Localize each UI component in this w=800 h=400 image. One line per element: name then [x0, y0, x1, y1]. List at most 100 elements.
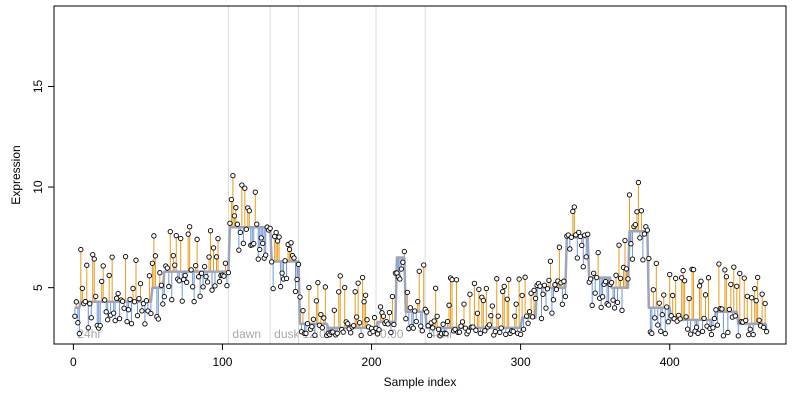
data-point: [404, 289, 410, 295]
data-point: [257, 246, 263, 253]
data-point: [610, 297, 616, 303]
data-point: [152, 253, 159, 259]
data-point: [537, 283, 543, 289]
data-point: [613, 272, 619, 278]
data-point: [421, 262, 427, 268]
data-point: [371, 314, 378, 321]
data-point: [543, 305, 549, 311]
data-point: [719, 306, 725, 312]
data-point: [668, 313, 674, 319]
data-point: [139, 308, 145, 314]
data-point: [702, 292, 709, 298]
data-point: [340, 329, 346, 335]
data-point: [562, 293, 569, 300]
data-point: [122, 254, 129, 260]
data-point: [684, 326, 691, 332]
data-point: [79, 285, 85, 292]
data-point: [756, 317, 762, 323]
data-point: [528, 290, 534, 296]
data-point: [440, 321, 446, 327]
x-tick-label: 100: [212, 355, 232, 369]
data-point: [726, 306, 732, 313]
data-point: [458, 323, 464, 329]
data-point: [246, 208, 252, 214]
data-point: [189, 284, 196, 290]
data-point: [105, 317, 111, 323]
data-point: [403, 316, 409, 322]
data-point: [711, 315, 718, 322]
data-point: [200, 284, 206, 290]
data-point: [178, 235, 184, 242]
data-point: [73, 299, 80, 305]
data-point: [561, 278, 567, 284]
data-point: [407, 305, 413, 311]
data-point: [644, 227, 651, 233]
data-point: [599, 294, 606, 300]
data-point: [155, 316, 162, 322]
data-point: [453, 277, 460, 283]
data-point: [641, 231, 648, 237]
data-point: [112, 317, 118, 324]
data-point: [696, 283, 703, 289]
data-point: [236, 247, 242, 253]
data-point: [731, 264, 737, 270]
data-point: [592, 290, 598, 296]
data-point: [701, 315, 707, 321]
data-point: [195, 274, 202, 280]
data-point: [303, 330, 309, 337]
data-point: [188, 267, 194, 273]
data-point: [638, 208, 645, 214]
data-point: [353, 314, 360, 320]
data-point: [732, 313, 738, 319]
data-point: [431, 318, 437, 324]
data-point: [680, 267, 686, 274]
data-point: [130, 285, 136, 292]
data-point: [568, 234, 574, 240]
data-point: [90, 251, 96, 258]
data-point: [260, 240, 266, 247]
data-point: [720, 333, 727, 339]
data-point: [315, 280, 321, 286]
data-point: [352, 289, 358, 295]
data-point: [279, 270, 285, 276]
plot-frame: [53, 5, 787, 345]
data-point: [125, 307, 132, 313]
x-tick-label: 200: [362, 355, 382, 369]
data-point: [410, 325, 416, 331]
data-point: [224, 283, 230, 289]
data-point: [243, 226, 249, 232]
data-point: [637, 235, 643, 241]
data-point: [541, 282, 548, 288]
data-point: [698, 278, 704, 284]
data-point: [255, 256, 261, 262]
data-point: [72, 313, 78, 319]
data-point: [166, 283, 172, 290]
data-point: [277, 283, 284, 290]
data-point: [201, 263, 208, 270]
data-point: [291, 255, 297, 261]
data-point: [677, 316, 683, 322]
data-point: [321, 315, 327, 321]
data-point: [629, 256, 636, 262]
data-point: [91, 256, 97, 262]
data-point: [322, 284, 328, 290]
data-point: [517, 331, 524, 338]
data-point: [292, 288, 299, 295]
data-point: [170, 253, 176, 259]
data-point: [331, 307, 337, 313]
data-point: [650, 287, 656, 293]
data-point: [544, 286, 551, 292]
data-point: [705, 275, 712, 281]
data-point: [231, 213, 238, 219]
data-point: [234, 221, 241, 227]
data-point: [619, 307, 625, 313]
data-point: [169, 297, 175, 303]
data-point: [351, 323, 357, 329]
data-point: [510, 328, 516, 335]
x-tick-label: 300: [511, 355, 531, 369]
data-point: [185, 231, 191, 237]
data-point: [179, 298, 185, 304]
data-point: [345, 321, 351, 327]
data-point: [207, 228, 214, 234]
